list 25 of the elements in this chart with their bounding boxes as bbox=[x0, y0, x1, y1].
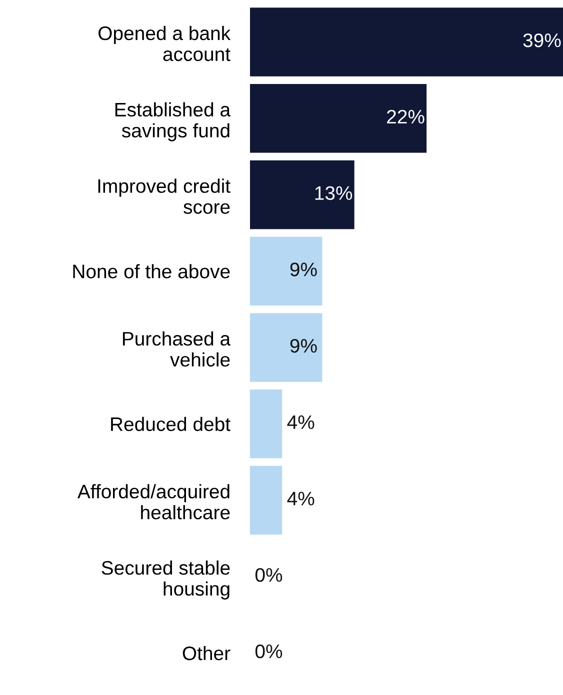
data-label: 22% bbox=[387, 110, 424, 124]
bar bbox=[250, 390, 282, 458]
bar bbox=[250, 160, 354, 230]
data-label: 39% bbox=[523, 33, 561, 48]
data-label: 9% bbox=[290, 338, 317, 353]
y-tick-label: Established a savings fund bbox=[115, 102, 231, 142]
y-tick-label: Purchased a vehicle bbox=[122, 331, 231, 367]
data-label: 9% bbox=[290, 262, 317, 276]
bar bbox=[250, 236, 322, 306]
bar bbox=[250, 466, 282, 535]
data-label: 4% bbox=[287, 415, 314, 430]
y-tick-label: Reduced debt bbox=[111, 416, 230, 432]
bar bbox=[250, 8, 563, 76]
data-label: 4% bbox=[287, 492, 314, 506]
y-tick-label: Opened a bank account bbox=[98, 26, 231, 62]
y-tick-label: Improved credit score bbox=[98, 178, 230, 214]
y-tick-label: None of the above bbox=[73, 264, 230, 278]
bar bbox=[250, 313, 322, 382]
data-label: 0% bbox=[255, 568, 282, 582]
data-label: 13% bbox=[315, 186, 352, 200]
bar bbox=[250, 84, 427, 153]
data-label: 0% bbox=[255, 644, 282, 658]
y-tick-label: Afforded/acquired healthcare bbox=[77, 484, 230, 520]
y-tick-label: Other bbox=[182, 646, 230, 660]
y-tick-label: Secured stable housing bbox=[102, 560, 230, 600]
